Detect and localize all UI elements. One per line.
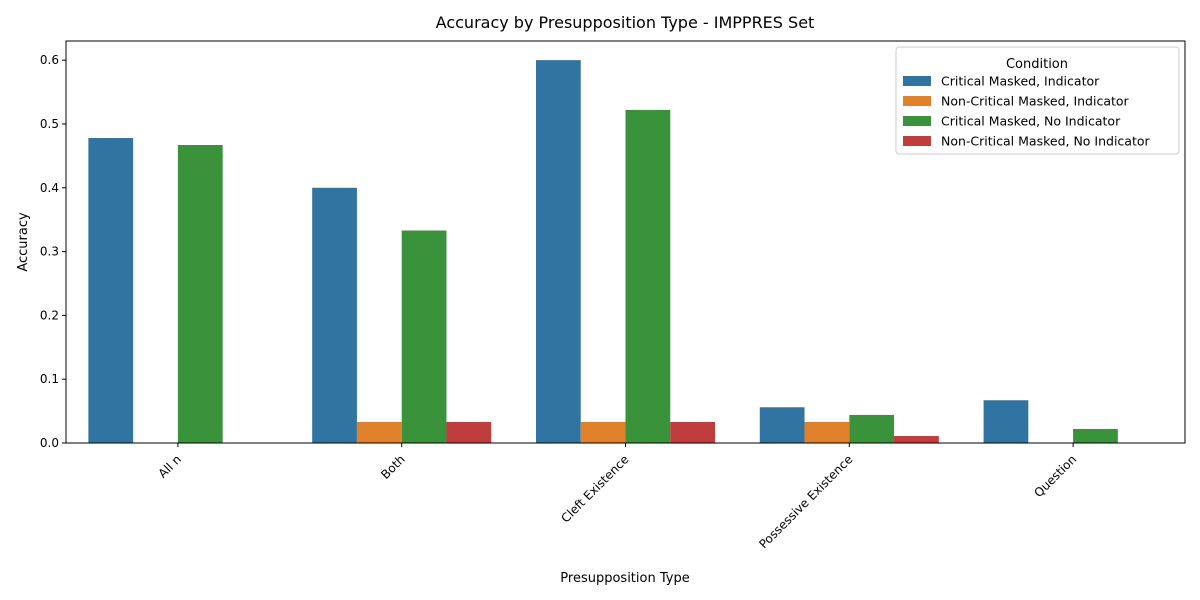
legend-label-0: Critical Masked, Indicator — [941, 74, 1100, 89]
legend-title: Condition — [1006, 57, 1068, 72]
bar-1-0 — [312, 187, 357, 443]
x-axis-label: Presupposition Type — [560, 571, 689, 586]
legend-swatch-0 — [903, 76, 931, 86]
y-axis: 0.0 0.1 0.2 0.3 0.4 0.5 0.6 — [40, 53, 66, 450]
x-tick-label-3: Possessive Existence — [756, 452, 855, 551]
bar-2-0 — [535, 60, 581, 444]
bar-4-0 — [983, 400, 1029, 443]
bar-2-1 — [580, 421, 626, 443]
y-tick-label-5: 0.5 — [40, 117, 59, 131]
x-tick-label-4: Question — [1031, 452, 1079, 500]
bar-3-1 — [804, 421, 850, 443]
bar-1-3 — [446, 421, 492, 443]
y-tick-label-1: 0.1 — [40, 372, 59, 386]
x-axis: All n Both Cleft Existence Possessive Exist… — [156, 443, 1079, 551]
bar-3-2 — [849, 414, 895, 443]
bar-3-0 — [759, 407, 805, 443]
bar-3-3 — [894, 435, 939, 443]
y-tick-label-6: 0.6 — [40, 53, 59, 67]
y-tick-label-4: 0.4 — [40, 181, 59, 195]
legend-box — [895, 46, 1180, 155]
y-tick-label-2: 0.2 — [40, 308, 59, 322]
legend-label-2: Critical Masked, No Indicator — [941, 114, 1121, 129]
bars — [88, 60, 1118, 444]
bar-1-1 — [356, 421, 402, 443]
legend: Condition Critical Masked, Indicator Non-… — [895, 46, 1180, 155]
x-tick-label-2: Cleft Existence — [558, 452, 631, 525]
bar-2-2 — [625, 109, 671, 444]
bar-0-2 — [177, 145, 223, 443]
legend-swatch-2 — [903, 116, 931, 126]
chart-title: Accuracy by Presupposition Type - IMPPRE… — [436, 13, 815, 32]
bar-1-2 — [401, 230, 447, 443]
bar-4-2 — [1073, 428, 1118, 443]
bar-0-0 — [88, 137, 134, 443]
y-tick-label-3: 0.3 — [40, 245, 59, 259]
legend-label-3: Non-Critical Masked, No Indicator — [941, 134, 1151, 149]
bar-2-3 — [670, 421, 716, 443]
legend-items: Critical Masked, Indicator Non-Critical M… — [903, 74, 1151, 149]
plot-frame — [65, 40, 1186, 444]
legend-swatch-1 — [903, 96, 931, 106]
y-axis-label: Accuracy — [16, 212, 31, 272]
x-tick-label-0: All n — [156, 452, 184, 480]
y-tick-label-0: 0.0 — [40, 436, 59, 450]
legend-swatch-3 — [903, 136, 931, 146]
legend-label-1: Non-Critical Masked, Indicator — [941, 94, 1130, 109]
x-tick-label-1: Both — [378, 452, 408, 482]
